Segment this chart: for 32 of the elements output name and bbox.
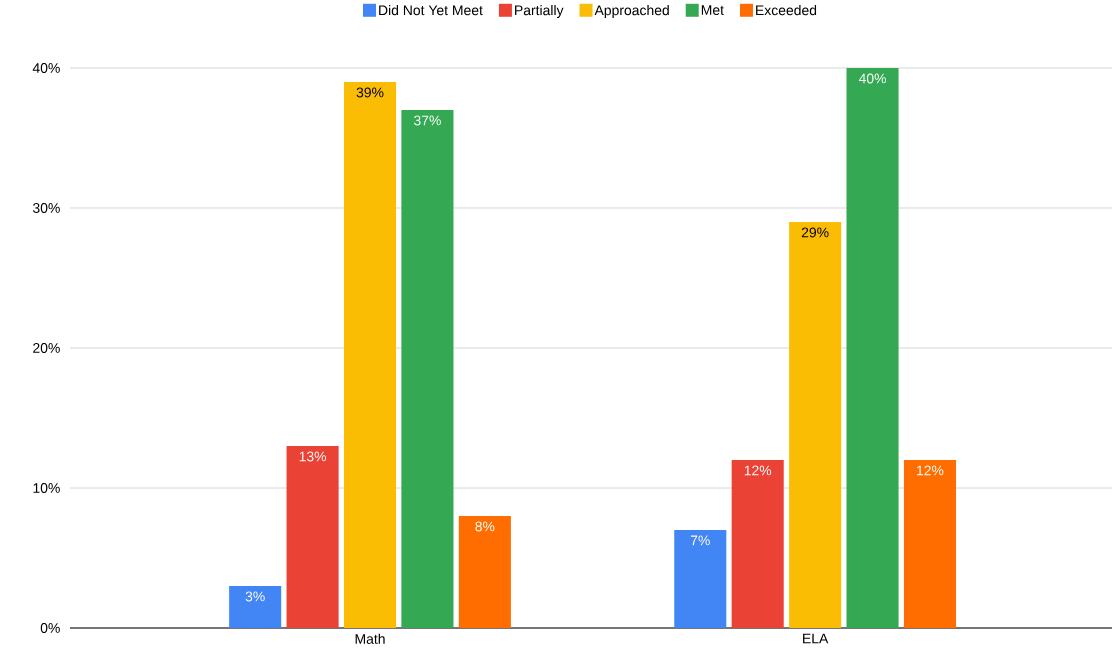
data-label: 37% — [414, 115, 441, 126]
data-label: 3% — [245, 591, 265, 602]
data-label: 12% — [917, 465, 944, 476]
bar — [789, 222, 842, 628]
bar — [229, 586, 282, 628]
bar — [731, 460, 784, 628]
bar — [674, 530, 727, 628]
bar — [401, 110, 454, 628]
data-label: 12% — [744, 465, 772, 476]
x-tick-label: Math — [355, 633, 385, 644]
legend-label: Exceeded — [756, 4, 817, 16]
bar — [846, 68, 899, 628]
legend-label: Approached — [594, 4, 669, 18]
legend-label: Partially — [515, 4, 564, 18]
legend-label: Met — [701, 5, 724, 15]
data-label: 7% — [690, 535, 710, 546]
bar — [286, 446, 339, 628]
x-tick-label: ELA — [803, 633, 829, 644]
data-label: 13% — [299, 451, 327, 462]
data-label: 8% — [475, 521, 495, 532]
bar — [343, 82, 397, 628]
y-tick-label: 0% — [40, 623, 60, 633]
data-label: 29% — [801, 227, 829, 238]
y-tick-label: 30% — [32, 203, 60, 213]
y-tick-label: 20% — [33, 343, 60, 353]
bar — [903, 460, 956, 628]
legend-label: Did Not Yet Meet — [379, 4, 483, 16]
bar — [458, 516, 511, 628]
y-tick-label: 40% — [32, 63, 60, 73]
data-label: 40% — [858, 73, 886, 84]
y-tick-label: 10% — [33, 483, 60, 493]
data-label: 39% — [356, 87, 384, 98]
